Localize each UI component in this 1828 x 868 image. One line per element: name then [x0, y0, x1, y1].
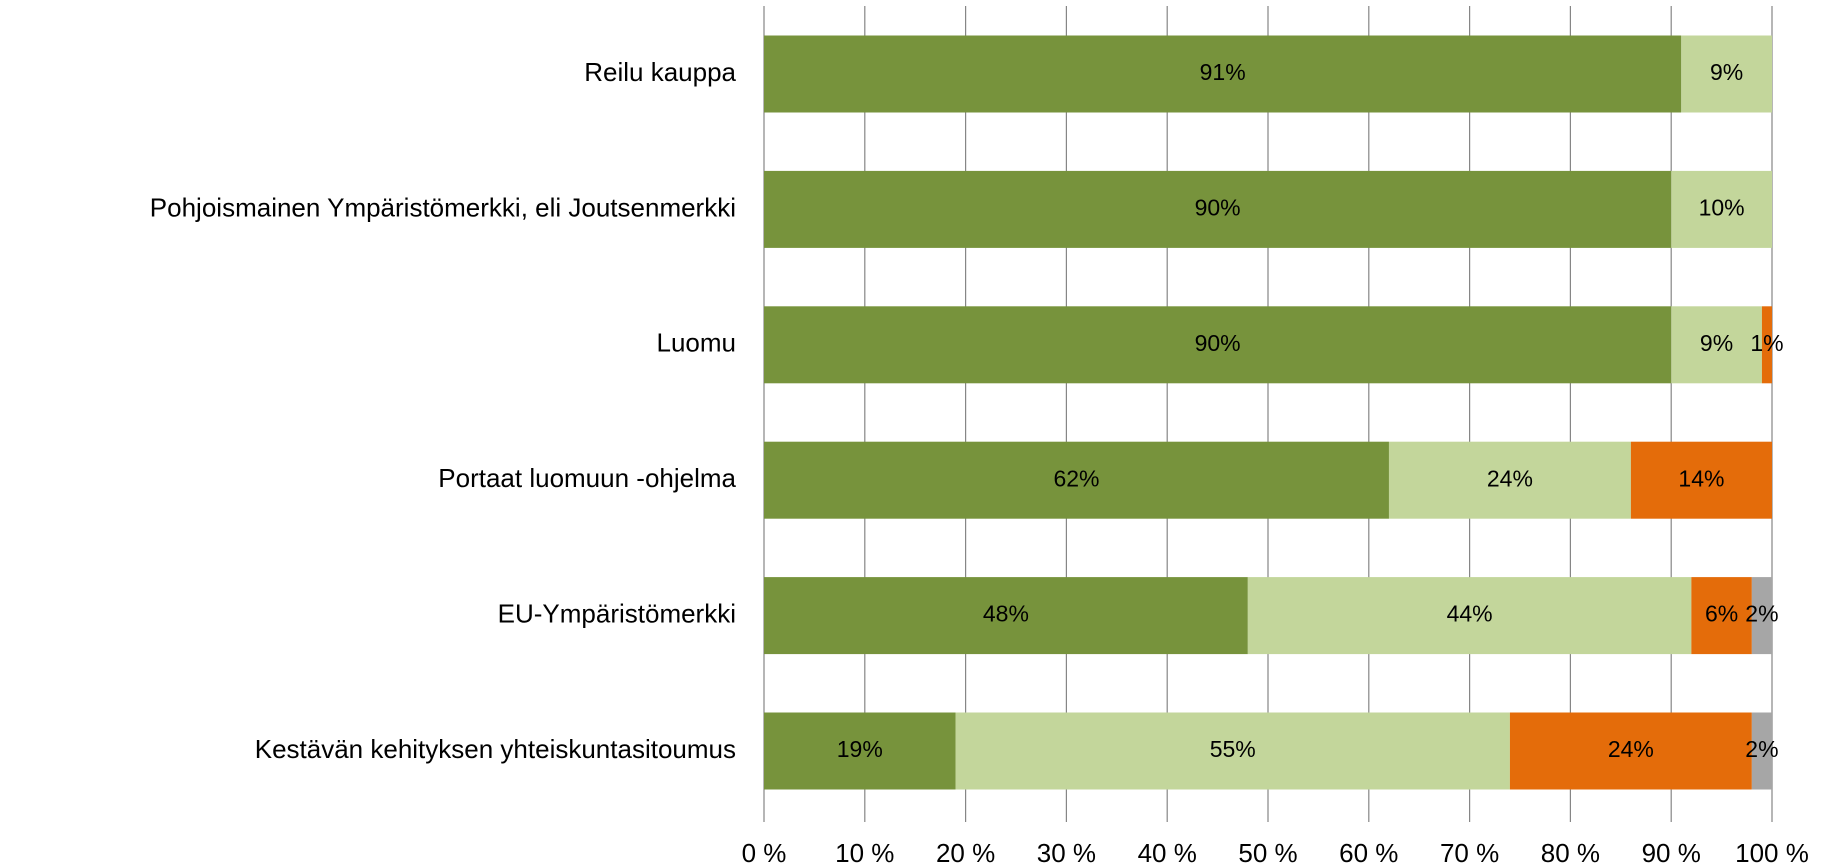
bar-segment — [1671, 170, 1772, 248]
bar-segment — [764, 441, 1389, 519]
bar-segment — [764, 306, 1672, 384]
bar-segment — [1751, 712, 1772, 790]
data-label: 1% — [1750, 330, 1783, 356]
bar-segment — [1247, 577, 1692, 655]
x-tick-label: 0 % — [742, 838, 787, 868]
data-label: 14% — [1678, 465, 1724, 491]
data-label: 9% — [1700, 330, 1733, 356]
y-tick-label: Pohjoismainen Ympäristömerkki, eli Jouts… — [150, 192, 736, 222]
x-tick-label: 20 % — [936, 838, 995, 868]
y-tick-label: Portaat luomuun -ohjelma — [438, 463, 736, 493]
data-label: 19% — [837, 736, 883, 762]
x-tick-label: 70 % — [1440, 838, 1499, 868]
bar-segment — [1761, 306, 1772, 384]
data-label: 91% — [1200, 59, 1246, 85]
data-label: 10% — [1699, 194, 1745, 220]
y-tick-label: EU-Ympäristömerkki — [498, 598, 736, 628]
data-label: 90% — [1195, 194, 1241, 220]
data-label: 2% — [1745, 736, 1778, 762]
bar-segment — [764, 35, 1682, 113]
x-tick-label: 50 % — [1238, 838, 1297, 868]
x-tick-label: 60 % — [1339, 838, 1398, 868]
data-label: 2% — [1745, 601, 1778, 627]
bar-segment — [1388, 441, 1631, 519]
x-tick-label: 40 % — [1138, 838, 1197, 868]
x-tick-label: 10 % — [835, 838, 894, 868]
x-tick-label: 30 % — [1037, 838, 1096, 868]
x-tick-label: 90 % — [1642, 838, 1701, 868]
data-label: 6% — [1705, 601, 1738, 627]
data-label: 90% — [1195, 330, 1241, 356]
y-tick-label: Kestävän kehityksen yhteiskuntasitoumus — [255, 734, 736, 764]
bar-segment — [1509, 712, 1752, 790]
data-label: 48% — [983, 601, 1029, 627]
bar-segment — [1671, 306, 1762, 384]
bar-segment — [1691, 577, 1752, 655]
bar-segment — [1630, 441, 1772, 519]
data-label: 24% — [1487, 465, 1533, 491]
y-tick-label: Reilu kauppa — [584, 57, 736, 87]
bar-segment — [1681, 35, 1772, 113]
bar-segment — [764, 577, 1248, 655]
y-tick-label: Luomu — [657, 328, 737, 358]
data-label: 24% — [1608, 736, 1654, 762]
bar-segment — [1751, 577, 1772, 655]
bar-segment — [955, 712, 1510, 790]
bar-segment — [764, 170, 1672, 248]
x-tick-label: 100 % — [1735, 838, 1809, 868]
data-label: 9% — [1710, 59, 1743, 85]
data-label: 55% — [1210, 736, 1256, 762]
data-label: 44% — [1447, 601, 1493, 627]
data-label: 62% — [1053, 465, 1099, 491]
x-tick-label: 80 % — [1541, 838, 1600, 868]
bar-segment — [764, 712, 956, 790]
